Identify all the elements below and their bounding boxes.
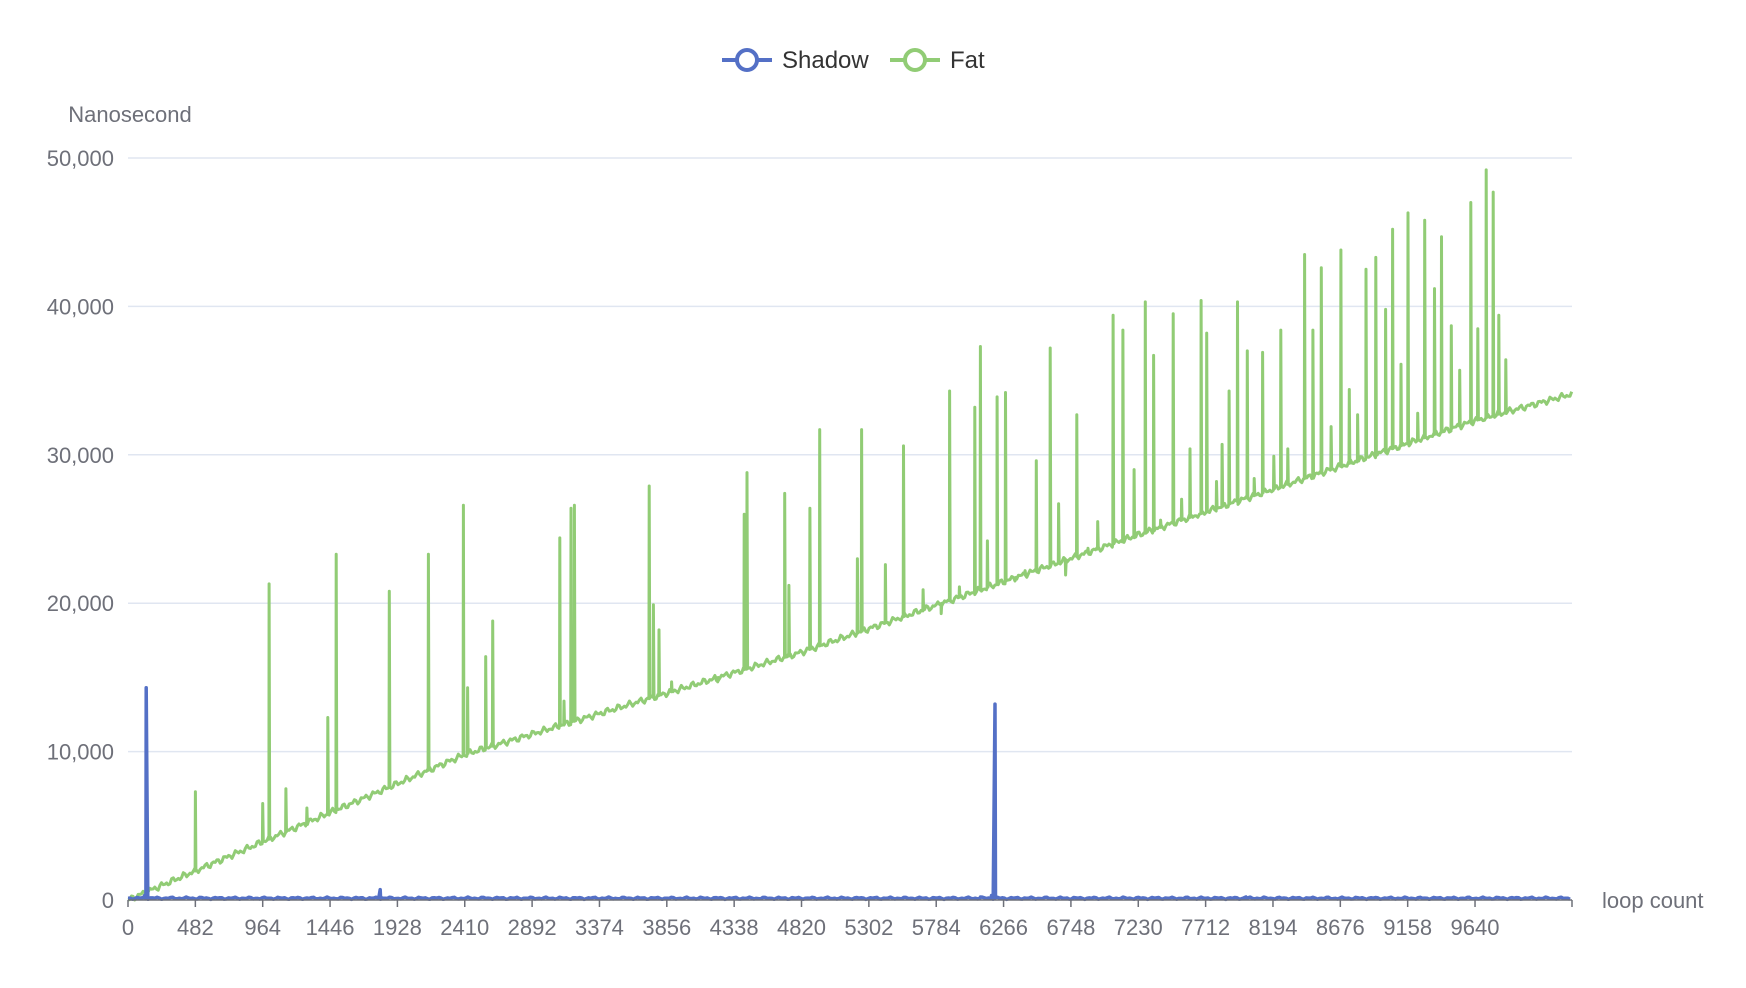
x-tick-label: 964	[244, 915, 281, 940]
x-tick-label: 6748	[1046, 915, 1095, 940]
x-tick-label: 5302	[844, 915, 893, 940]
legend-marker-icon	[903, 48, 927, 72]
x-tick-label: 5784	[912, 915, 961, 940]
legend-label: Fat	[950, 47, 985, 74]
x-tick-label: 1446	[306, 915, 355, 940]
x-tick-label: 4338	[710, 915, 759, 940]
x-tick-label: 2410	[440, 915, 489, 940]
x-tick-label: 8676	[1316, 915, 1365, 940]
y-tick-label: 50,000	[47, 146, 114, 171]
x-tick-label: 3856	[642, 915, 691, 940]
grid-layer	[128, 157, 1572, 753]
legend-marker-icon	[735, 48, 759, 72]
x-tick-label: 7230	[1114, 915, 1163, 940]
series-line-shadow[interactable]	[127, 686, 1571, 902]
legend-label: Shadow	[782, 47, 869, 74]
legend[interactable]: Shadow Fat	[722, 47, 985, 74]
x-axis-label: loop count	[1602, 888, 1704, 913]
x-tick-label: 8194	[1248, 915, 1297, 940]
x-tick-label: 4820	[777, 915, 826, 940]
x-tick-label: 2892	[508, 915, 557, 940]
x-tick-label: 3374	[575, 915, 624, 940]
x-tick-label: 482	[177, 915, 214, 940]
y-axis-label: Nanosecond	[68, 102, 192, 127]
x-tick-label: 6266	[979, 915, 1028, 940]
series-line-fat[interactable]	[127, 168, 1574, 902]
x-tick-label: 7712	[1181, 915, 1230, 940]
y-tick-label: 10,000	[47, 740, 114, 765]
x-tick-label: 9158	[1383, 915, 1432, 940]
legend-item-shadow[interactable]: Shadow	[722, 47, 869, 74]
x-tick-label: 1928	[373, 915, 422, 940]
legend-item-fat[interactable]: Fat	[890, 47, 985, 74]
y-tick-label: 40,000	[47, 294, 114, 319]
series-layer	[127, 168, 1574, 902]
y-tick-label: 20,000	[47, 591, 114, 616]
axis-layer: Nanosecond loop count 0 10,000 20,000 30,00…	[47, 102, 1704, 940]
x-tick-label: 9640	[1451, 915, 1500, 940]
x-tick-label: 0	[122, 915, 134, 940]
y-tick-label: 30,000	[47, 443, 114, 468]
y-tick-label: 0	[102, 888, 114, 913]
